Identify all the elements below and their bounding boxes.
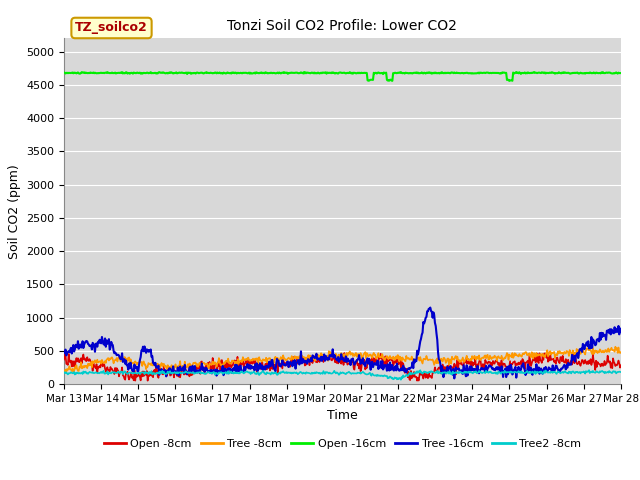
Title: Tonzi Soil CO2 Profile: Lower CO2: Tonzi Soil CO2 Profile: Lower CO2 bbox=[227, 19, 458, 33]
X-axis label: Time: Time bbox=[327, 409, 358, 422]
Legend: Open -8cm, Tree -8cm, Open -16cm, Tree -16cm, Tree2 -8cm: Open -8cm, Tree -8cm, Open -16cm, Tree -… bbox=[99, 434, 586, 454]
Text: TZ_soilco2: TZ_soilco2 bbox=[75, 22, 148, 35]
Y-axis label: Soil CO2 (ppm): Soil CO2 (ppm) bbox=[8, 164, 20, 259]
